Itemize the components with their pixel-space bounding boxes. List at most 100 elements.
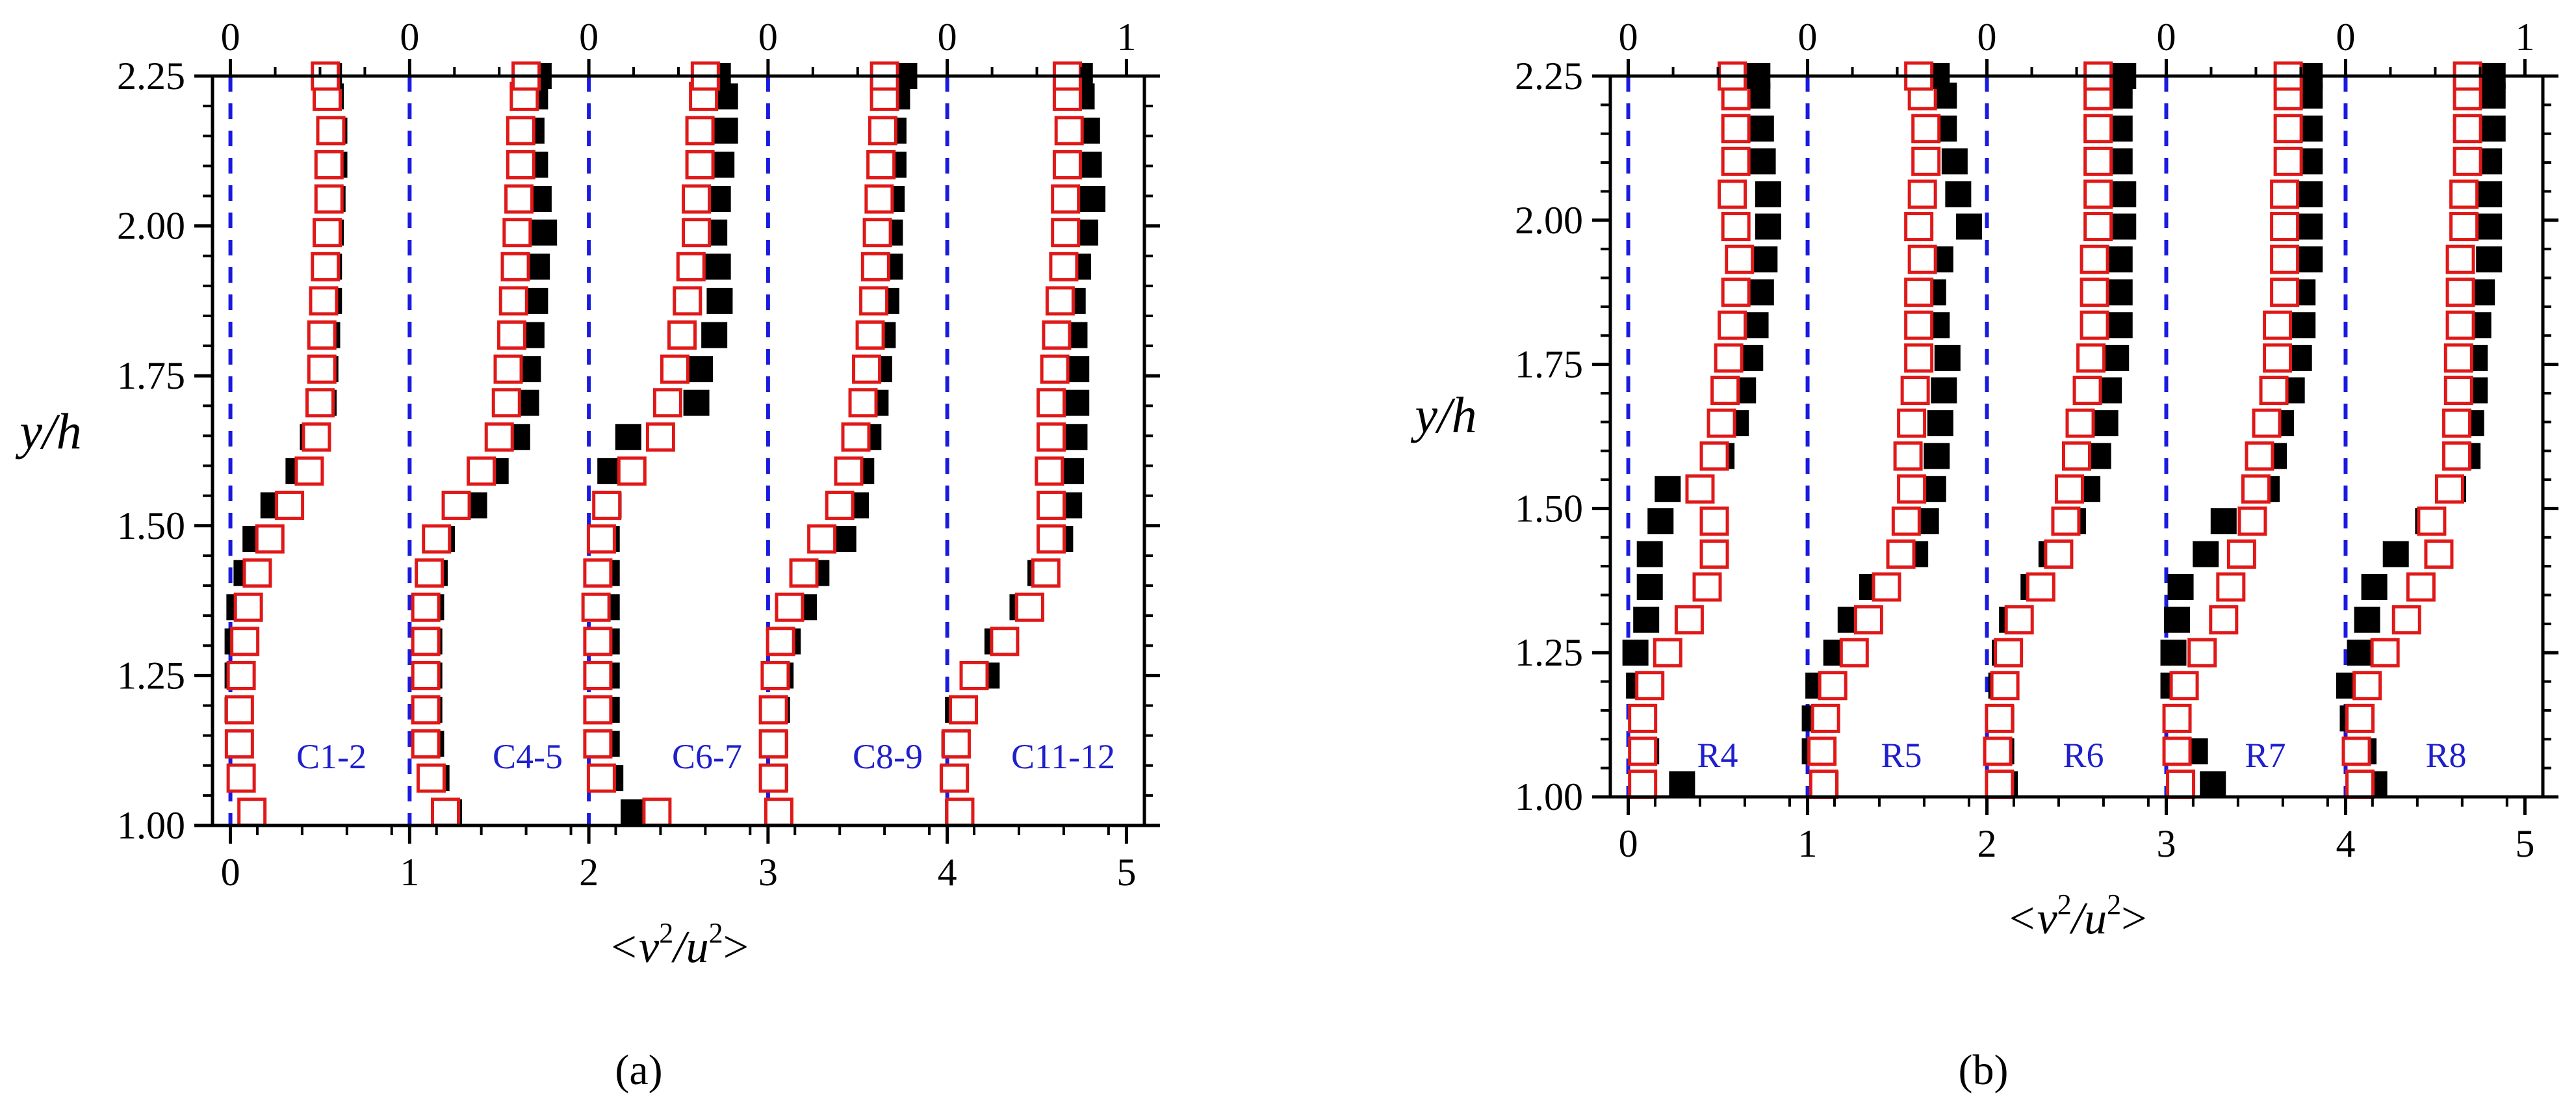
marker-open xyxy=(864,184,894,214)
marker-open xyxy=(1635,671,1665,701)
marker-open xyxy=(586,524,616,554)
marker-filled xyxy=(1755,181,1781,207)
marker-open xyxy=(1807,736,1837,766)
marker-open xyxy=(1699,539,1729,569)
marker-open xyxy=(2443,343,2473,373)
marker-filled xyxy=(2354,606,2380,633)
marker-open xyxy=(2162,703,2192,733)
marker-open xyxy=(2072,376,2102,406)
marker-filled xyxy=(1941,148,1968,175)
marker-open xyxy=(685,150,715,180)
marker-open xyxy=(484,422,514,452)
marker-open xyxy=(2270,278,2300,307)
marker-open xyxy=(789,558,819,588)
marker-filled xyxy=(2106,279,2133,305)
marker-filled xyxy=(1647,508,1674,534)
marker-open xyxy=(758,729,788,759)
marker-open xyxy=(2273,146,2303,176)
marker-filled xyxy=(2160,640,2187,666)
marker-open xyxy=(959,660,989,690)
marker-open xyxy=(2442,441,2472,471)
top-tick-label: 0 xyxy=(758,16,778,58)
x-tick-label: 3 xyxy=(2156,822,2176,865)
marker-open xyxy=(2252,408,2282,438)
plot-frame xyxy=(211,74,1146,827)
profile-R7 xyxy=(2160,61,2323,799)
profile-label: C6-7 xyxy=(672,737,742,776)
marker-open xyxy=(1893,441,1923,471)
marker-open xyxy=(617,456,647,486)
x-axis-label-part: > xyxy=(723,922,749,972)
marker-open xyxy=(866,150,896,180)
marker-open xyxy=(2162,736,2192,766)
marker-open xyxy=(2449,179,2479,209)
marker-open xyxy=(2263,343,2293,373)
marker-filled xyxy=(2110,181,2137,207)
marker-filled xyxy=(704,253,731,280)
x-tick-label: 4 xyxy=(2336,822,2355,865)
marker-open xyxy=(1904,310,1934,340)
marker-filled xyxy=(1751,246,1778,273)
y-tick-label: 1.50 xyxy=(1515,487,1583,530)
y-tick-label: 2.25 xyxy=(117,55,185,97)
marker-filled xyxy=(2193,541,2219,567)
marker-open xyxy=(1037,388,1066,418)
marker-open xyxy=(2270,179,2300,209)
marker-open xyxy=(848,388,878,418)
marker-open xyxy=(314,184,344,214)
marker-open xyxy=(760,660,790,690)
marker-filled xyxy=(1924,443,1950,469)
y-tick-label: 1.00 xyxy=(117,804,185,847)
marker-filled xyxy=(1622,640,1649,666)
marker-open xyxy=(422,524,452,554)
x-tick-label: 2 xyxy=(1977,822,1997,865)
marker-open xyxy=(1718,310,1747,340)
marker-open xyxy=(275,490,305,520)
marker-open xyxy=(1049,252,1079,281)
marker-filled xyxy=(1636,541,1663,567)
marker-open xyxy=(2216,572,2246,602)
marker-open xyxy=(1628,703,1658,733)
marker-open xyxy=(1710,376,1740,406)
marker-open xyxy=(2341,736,2371,766)
marker-open xyxy=(502,218,532,248)
marker-open xyxy=(411,660,441,690)
marker-open xyxy=(2080,278,2109,307)
marker-open xyxy=(1907,244,1937,274)
marker-open xyxy=(230,627,260,656)
marker-open xyxy=(758,695,788,725)
marker-open xyxy=(586,763,616,793)
marker-filled xyxy=(2476,181,2503,207)
marker-open xyxy=(307,320,337,350)
profile-C1-2 xyxy=(224,61,348,827)
marker-open xyxy=(583,695,613,725)
marker-open xyxy=(1685,474,1715,504)
x-axis-label: <v2/u2> xyxy=(2006,889,2146,944)
marker-open xyxy=(294,456,324,486)
marker-open xyxy=(859,286,889,316)
marker-open xyxy=(224,729,254,759)
marker-open xyxy=(1985,769,2015,799)
marker-open xyxy=(862,218,892,248)
marker-open xyxy=(1035,456,1064,486)
marker-open xyxy=(941,729,971,759)
profile-R8 xyxy=(2336,61,2506,799)
marker-open xyxy=(1891,506,1921,536)
top-tick-label: 1 xyxy=(1116,16,1136,58)
marker-open xyxy=(1037,490,1066,520)
marker-open xyxy=(1853,605,1883,635)
profile-label: R5 xyxy=(1881,736,1922,775)
profile-label: R6 xyxy=(2063,736,2104,775)
marker-open xyxy=(1037,422,1066,452)
marker-open xyxy=(2270,244,2300,274)
marker-open xyxy=(1904,278,1934,307)
x-tick-label: 2 xyxy=(579,851,599,894)
marker-open xyxy=(224,695,254,725)
marker-open xyxy=(226,763,256,793)
panel-label-b: (b) xyxy=(1959,1046,2009,1094)
marker-open xyxy=(2417,506,2447,536)
profile-R6 xyxy=(1983,61,2137,799)
marker-open xyxy=(1699,506,1729,536)
x-axis-label-part: <v xyxy=(2006,894,2057,944)
marker-open xyxy=(1031,558,1061,588)
